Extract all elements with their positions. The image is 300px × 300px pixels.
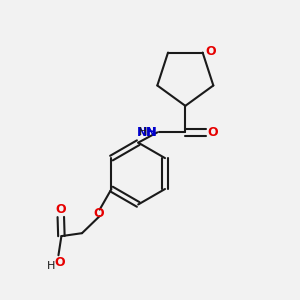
Text: H: H — [47, 262, 55, 272]
Text: O: O — [207, 126, 218, 139]
Text: H: H — [139, 127, 148, 137]
Text: O: O — [206, 45, 216, 58]
Text: O: O — [55, 256, 65, 269]
Text: O: O — [56, 203, 66, 216]
Text: N: N — [146, 126, 156, 139]
Text: O: O — [93, 207, 104, 220]
Text: NH: NH — [136, 125, 158, 139]
